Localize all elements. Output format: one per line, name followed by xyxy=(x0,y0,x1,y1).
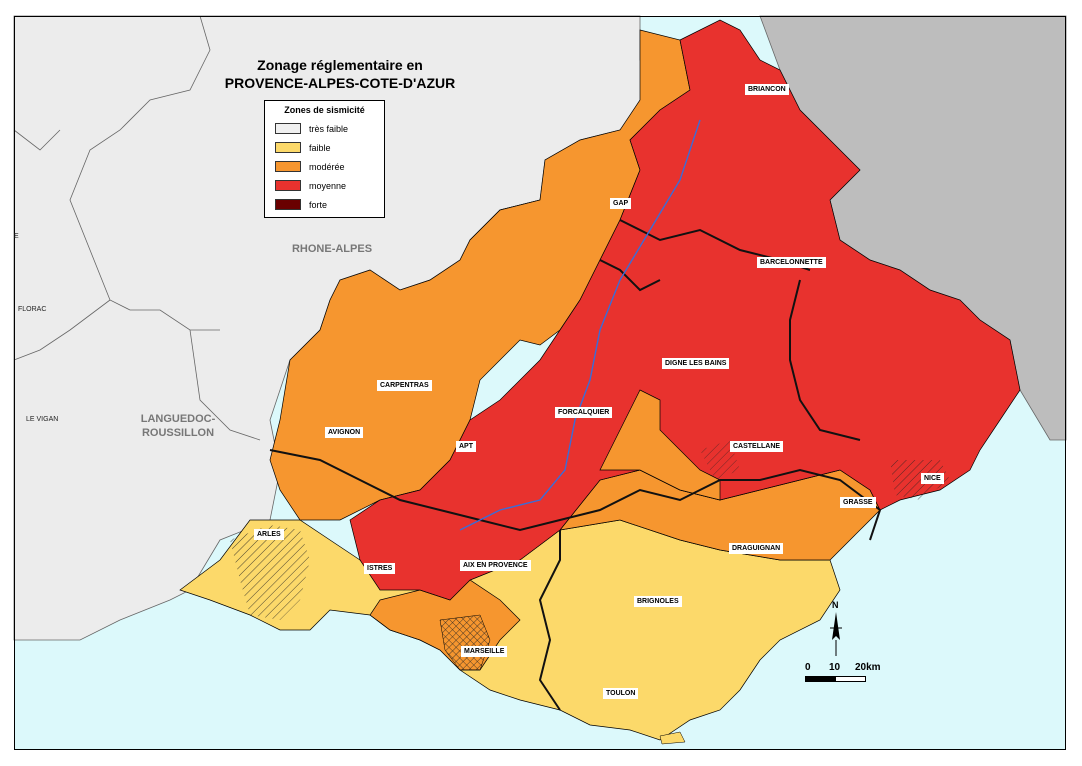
legend-swatch xyxy=(275,142,301,153)
city-briancon[interactable]: BRIANCON xyxy=(745,84,789,95)
city-gap[interactable]: GAP xyxy=(610,198,632,209)
city-marseille[interactable]: MARSEILLE xyxy=(461,646,508,657)
scale-segment-1 xyxy=(805,676,836,682)
city-castellane[interactable]: CASTELLANE xyxy=(730,441,784,452)
scale-zero: 0 xyxy=(805,662,811,673)
city-forcalquier[interactable]: FORCALQUIER xyxy=(555,407,613,418)
legend-item-forte: forte xyxy=(265,195,384,214)
city-istres[interactable]: ISTRES xyxy=(364,563,396,574)
title-line-1: Zonage réglementaire en xyxy=(257,57,423,73)
region-rhone-alpes: RHONE-ALPES xyxy=(291,243,373,255)
legend-item-faible: faible xyxy=(265,138,384,157)
river-durance xyxy=(459,119,701,531)
legend-item-tres-faible: très faible xyxy=(265,119,384,138)
island-porquerolles xyxy=(659,731,686,745)
legend-title: Zones de sismicité xyxy=(284,105,365,115)
map-title: Zonage réglementaire en PROVENCE-ALPES-C… xyxy=(200,56,480,92)
scale-segment-2 xyxy=(835,676,866,682)
title-line-2: PROVENCE-ALPES-COTE-D'AZUR xyxy=(224,75,456,91)
legend-label: modérée xyxy=(309,161,345,172)
city-apt[interactable]: APT xyxy=(456,441,476,452)
place-le-vigan: LE VIGAN xyxy=(26,416,59,423)
legend-swatch xyxy=(275,199,301,210)
city-nice[interactable]: NICE xyxy=(921,473,944,484)
region-languedoc: LANGUEDOC- ROUSSILLON xyxy=(128,412,228,440)
legend-swatch xyxy=(275,161,301,172)
scale-mid: 10 xyxy=(829,662,841,673)
city-toulon[interactable]: TOULON xyxy=(603,688,639,699)
department-borders xyxy=(269,219,882,711)
legend-label: faible xyxy=(309,142,331,153)
zone-moderee-center xyxy=(599,389,721,501)
hatched-nice xyxy=(890,460,950,500)
legend-swatch xyxy=(275,180,301,191)
outside-boundaries xyxy=(13,15,261,441)
city-brignoles[interactable]: BRIGNOLES xyxy=(634,596,682,607)
legend-swatch xyxy=(275,123,301,134)
legend-item-moyenne: moyenne xyxy=(265,176,384,195)
city-arles[interactable]: ARLES xyxy=(254,529,284,540)
city-avignon[interactable]: AVIGNON xyxy=(325,427,364,438)
zone-moyenne xyxy=(349,19,1021,601)
region-languedoc-line-2: ROUSSILLON xyxy=(141,427,215,439)
place-edge-e: E xyxy=(14,233,19,240)
city-aix-en-provence[interactable]: AIX EN PROVENCE xyxy=(460,560,531,571)
city-carpentras[interactable]: CARPENTRAS xyxy=(377,380,432,391)
north-arrow-icon xyxy=(830,612,842,656)
region-languedoc-line-1: LANGUEDOC- xyxy=(140,413,216,425)
legend: Zones de sismicité très faible faible mo… xyxy=(264,100,385,218)
hatched-arles xyxy=(230,525,310,620)
city-digne-les-bains[interactable]: DIGNE LES BAINS xyxy=(662,358,730,369)
place-florac: FLORAC xyxy=(18,306,47,313)
city-draguignan[interactable]: DRAGUIGNAN xyxy=(729,543,784,554)
legend-label: très faible xyxy=(309,123,349,134)
city-barcelonnette[interactable]: BARCELONNETTE xyxy=(757,257,826,268)
north-label: N xyxy=(832,600,839,610)
legend-label: forte xyxy=(309,199,328,210)
city-grasse[interactable]: GRASSE xyxy=(840,497,876,508)
legend-label: moyenne xyxy=(309,180,347,191)
legend-item-moderee: modérée xyxy=(265,157,384,176)
scale-end: 20km xyxy=(855,662,881,673)
